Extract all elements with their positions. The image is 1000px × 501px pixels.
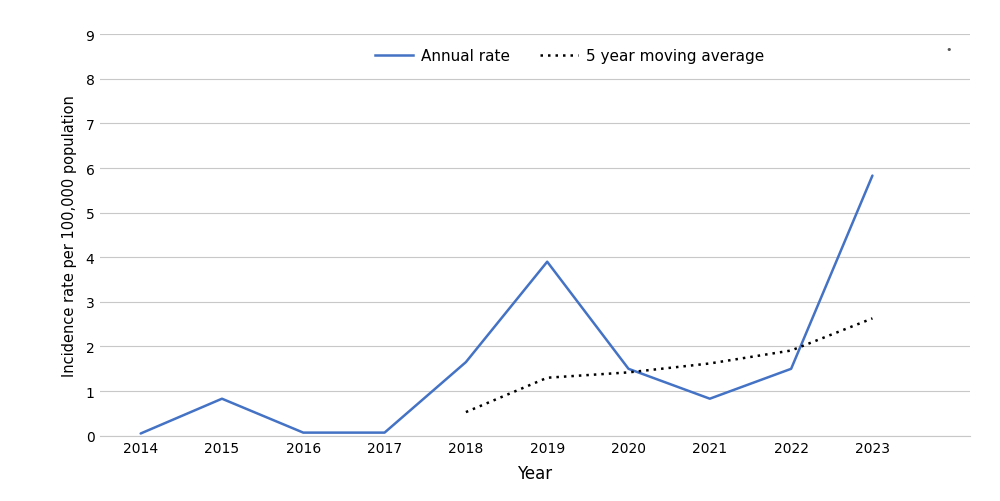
- X-axis label: Year: Year: [517, 464, 553, 481]
- Y-axis label: Incidence rate per 100,000 population: Incidence rate per 100,000 population: [62, 95, 77, 376]
- Legend: Annual rate, 5 year moving average: Annual rate, 5 year moving average: [369, 43, 770, 70]
- Text: •: •: [945, 45, 952, 55]
